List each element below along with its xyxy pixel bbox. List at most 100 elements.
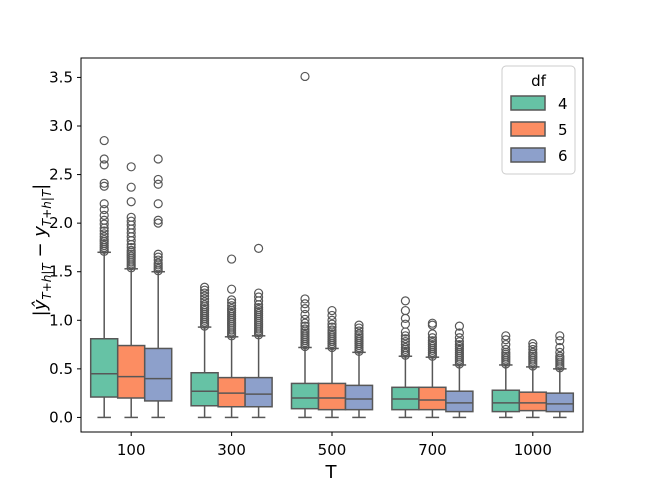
outlier-point — [99, 204, 109, 215]
legend-swatch-4 — [510, 95, 546, 111]
box-df5-T100 — [116, 162, 146, 419]
outlier-point — [126, 216, 136, 226]
outlier-point — [300, 321, 310, 331]
y-tick-label: 2.0 — [49, 214, 73, 232]
outlier-point — [254, 303, 264, 313]
box-iqr — [290, 382, 320, 410]
outlier-point — [400, 334, 410, 344]
outlier-point — [555, 351, 565, 361]
outlier-point — [254, 288, 264, 298]
outlier-point — [227, 254, 237, 264]
outlier-point — [400, 319, 410, 329]
legend: df 4 5 6 — [501, 65, 576, 175]
outlier-point — [254, 243, 264, 253]
outlier-point — [153, 174, 163, 185]
outlier-point — [200, 288, 210, 298]
outlier-point — [300, 304, 310, 314]
x-tick-label: 700 — [418, 441, 447, 459]
y-tick-label: 0.5 — [49, 360, 73, 378]
outlier-point — [227, 295, 237, 305]
legend-frame — [501, 65, 576, 175]
outlier-point — [153, 154, 163, 164]
box-iqr — [518, 391, 548, 412]
y-axis-title-close: | — [30, 184, 51, 190]
box-df6-T100 — [143, 154, 173, 419]
outlier-point — [227, 304, 237, 314]
outlier-point — [354, 329, 364, 339]
outlier-point — [501, 339, 511, 350]
y-axis-ticks: 0.0 0.5 1.0 1.5 2.0 2.5 3.0 3.5 — [49, 68, 81, 426]
outlier-point — [200, 285, 210, 295]
outlier-point — [300, 324, 310, 334]
outlier-point — [99, 135, 109, 146]
outlier-point — [427, 336, 437, 346]
outlier-point — [99, 160, 109, 170]
outlier-point — [99, 232, 109, 242]
outlier-point — [555, 336, 565, 346]
outlier-point — [454, 337, 464, 347]
outlier-point — [427, 333, 437, 343]
y-axis-title-sub2: T+h|T — [40, 188, 54, 226]
box-df5-T500 — [317, 305, 347, 419]
legend-label-5: 5 — [558, 121, 568, 139]
outlier-point — [454, 328, 464, 338]
outlier-point — [153, 215, 163, 225]
outlier-point — [501, 335, 511, 345]
outlier-point — [153, 252, 163, 262]
y-axis-title-y: y — [30, 226, 51, 238]
y-tick-label: 1.5 — [49, 263, 73, 281]
outlier-point — [99, 215, 109, 225]
box-iqr — [545, 392, 575, 413]
x-tick-label: 100 — [117, 441, 146, 459]
y-tick-label: 2.5 — [49, 166, 73, 184]
outlier-point — [126, 197, 136, 207]
y-tick-label: 1.0 — [49, 311, 73, 329]
outlier-point — [99, 219, 109, 229]
box-df6-T500 — [344, 320, 374, 419]
box-iqr — [244, 376, 273, 408]
outlier-point — [354, 323, 364, 333]
outlier-point — [300, 294, 310, 304]
outlier-point — [200, 282, 210, 292]
y-axis-title: |ŷT+h|T − yT+h|T| — [30, 184, 54, 317]
box-df6-T1000 — [545, 331, 575, 419]
outlier-point — [126, 182, 136, 192]
outlier-point — [400, 339, 410, 350]
outlier-point — [427, 318, 437, 328]
outlier-point — [300, 318, 310, 328]
outlier-point — [254, 292, 264, 302]
outlier-point — [227, 301, 237, 311]
outlier-point — [528, 341, 538, 352]
outlier-point — [454, 321, 464, 331]
box-df5-T1000 — [518, 339, 548, 419]
box-df5-T700 — [418, 318, 447, 419]
outlier-point — [300, 314, 310, 324]
box-df6-T300 — [244, 243, 273, 419]
outlier-point — [528, 347, 538, 357]
outlier-point — [327, 310, 337, 321]
outlier-point — [400, 337, 410, 347]
outlier-point — [300, 299, 310, 309]
box-df4-T300 — [190, 282, 219, 419]
outlier-point — [300, 71, 310, 82]
box-iqr — [418, 386, 447, 411]
box-iqr — [491, 389, 521, 413]
legend-title: df — [531, 72, 547, 90]
y-axis-title-sub1: T+h|T — [40, 262, 54, 300]
box-iqr — [445, 390, 474, 413]
outlier-point — [153, 218, 163, 228]
box-df6-T700 — [445, 321, 474, 419]
outlier-point — [200, 291, 210, 301]
outlier-point — [400, 342, 410, 353]
box-df4-T500 — [290, 71, 320, 419]
outlier-point — [354, 326, 364, 336]
outlier-point — [126, 242, 136, 253]
outlier-point — [501, 344, 511, 355]
legend-swatch-5 — [510, 121, 546, 137]
outlier-point — [153, 258, 163, 268]
outlier-point — [200, 300, 210, 310]
box-iqr — [116, 344, 146, 399]
y-axis-title-open: | — [30, 310, 51, 316]
outlier-point — [528, 339, 538, 349]
